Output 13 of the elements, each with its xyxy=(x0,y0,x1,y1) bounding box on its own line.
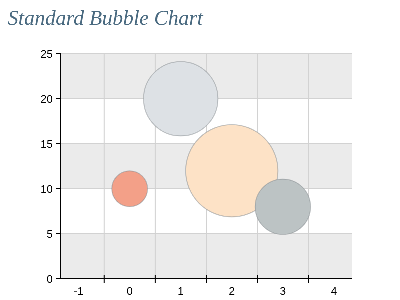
chart-title: Standard Bubble Chart xyxy=(8,6,204,30)
x-tick-label: 2 xyxy=(228,286,236,298)
y-tick-label: 10 xyxy=(40,184,53,196)
y-tick-label: 15 xyxy=(40,138,53,151)
y-tick-label: 5 xyxy=(46,228,53,241)
y-tick-label: 0 xyxy=(46,274,53,286)
y-tick-label: 20 xyxy=(40,94,53,106)
x-tick-label: 1 xyxy=(178,286,184,298)
x-tick-label: 3 xyxy=(280,286,286,298)
x-tick-label: 4 xyxy=(331,286,338,298)
x-tick-label: 0 xyxy=(126,286,133,298)
x-tick-label: -1 xyxy=(74,286,84,298)
y-tick-label: 25 xyxy=(40,48,53,61)
